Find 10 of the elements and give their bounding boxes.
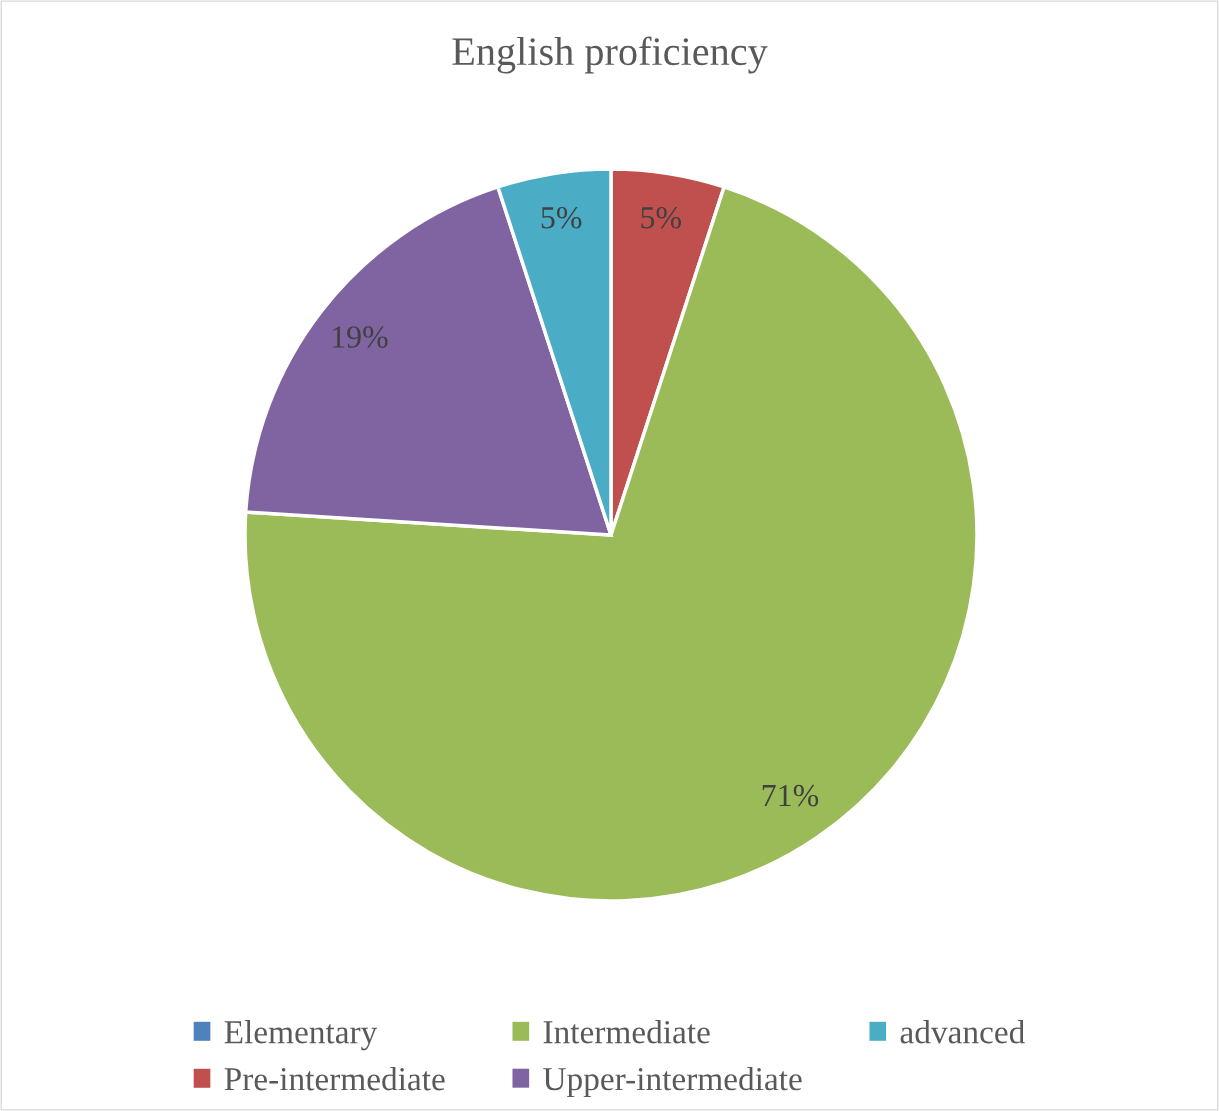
- data-label: 5%: [641, 206, 682, 229]
- legend-label: Intermediate: [543, 1020, 710, 1044]
- data-label: 5%: [541, 206, 582, 229]
- legend-label: Pre-intermediate: [224, 1066, 445, 1091]
- data-label: 71%: [762, 784, 819, 807]
- legend-label: Elementary: [224, 1020, 378, 1051]
- legend-label: advanced: [900, 1020, 1025, 1044]
- data-label: 19%: [332, 326, 388, 348]
- chart-title: English proficiency: [452, 36, 768, 74]
- legend-label: Upper-intermediate: [543, 1066, 802, 1098]
